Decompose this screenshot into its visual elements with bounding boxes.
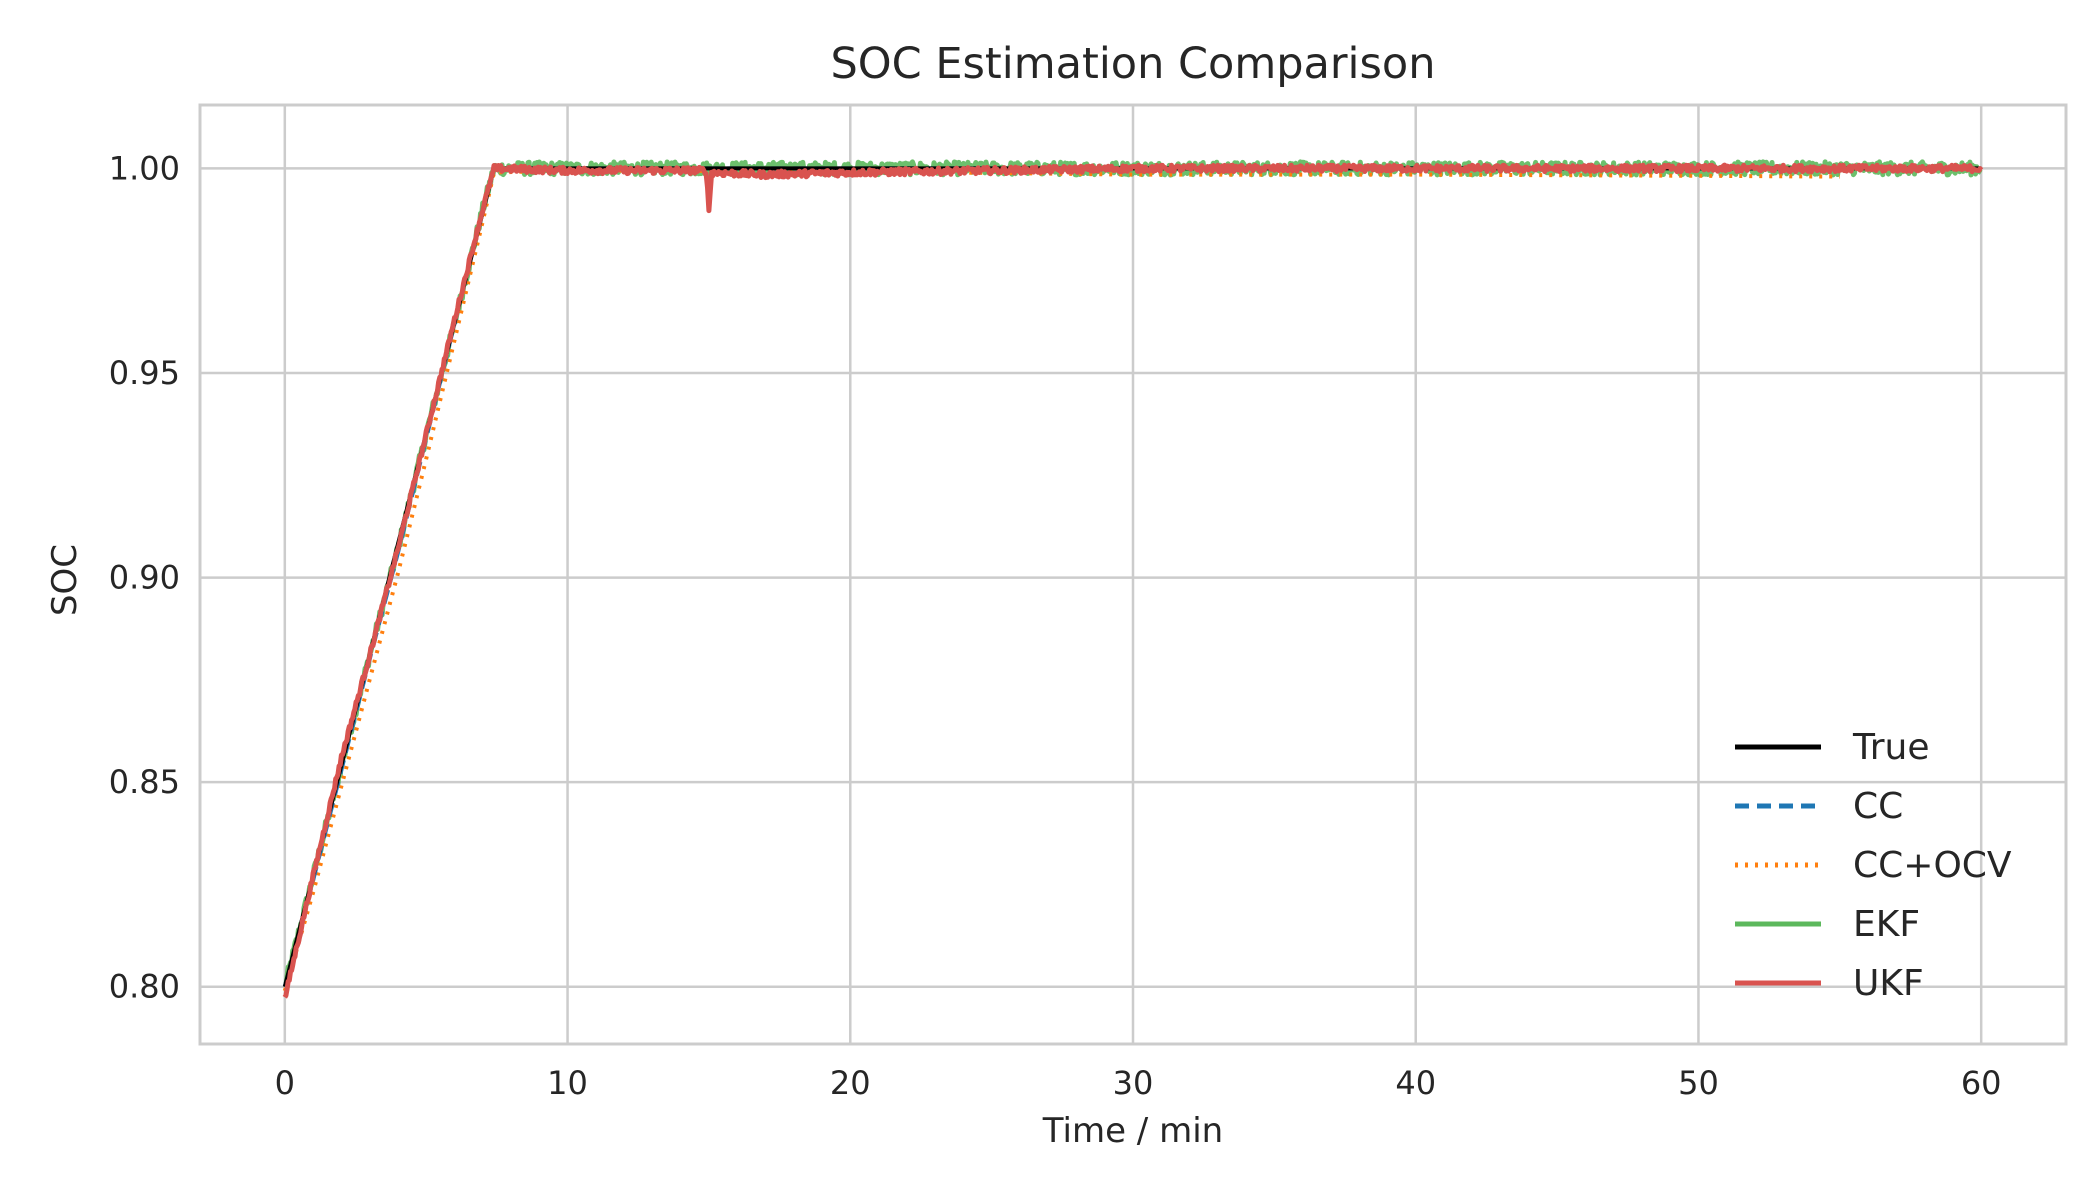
x-axis-label: Time / min bbox=[1042, 1111, 1223, 1151]
x-tick-label: 10 bbox=[547, 1064, 588, 1102]
chart-title: SOC Estimation Comparison bbox=[831, 39, 1436, 89]
y-tick-label: 1.00 bbox=[109, 149, 180, 187]
y-tick-label: 0.95 bbox=[109, 354, 180, 392]
y-tick-label: 0.85 bbox=[109, 763, 180, 801]
legend-label: EKF bbox=[1853, 904, 1920, 945]
series-line-cc-ocv bbox=[282, 168, 1840, 992]
plot-frame bbox=[198, 103, 2068, 1046]
legend-label: CC+OCV bbox=[1853, 845, 2012, 886]
series-line-ukf bbox=[282, 162, 1984, 999]
legend-label: CC bbox=[1853, 786, 1903, 827]
x-tick-label: 50 bbox=[1678, 1064, 1719, 1102]
y-tick-label: 0.90 bbox=[109, 559, 180, 597]
legend-label: UKF bbox=[1853, 963, 1924, 1004]
x-tick-label: 20 bbox=[830, 1064, 871, 1102]
series-lines bbox=[282, 159, 1984, 999]
x-tick-label: 40 bbox=[1395, 1064, 1436, 1102]
x-tick-label: 30 bbox=[1113, 1064, 1154, 1102]
y-tick-label: 0.80 bbox=[109, 968, 180, 1006]
y-axis-label: SOC bbox=[45, 544, 85, 616]
x-tick-label: 0 bbox=[275, 1064, 295, 1102]
x-tick-label: 60 bbox=[1961, 1064, 2002, 1102]
legend: True CC CC+OCV EKF UKF bbox=[1735, 727, 2012, 1004]
legend-label: True bbox=[1852, 727, 1929, 768]
tick-labels: 0 10 20 30 40 50 60 0.80 0.85 0.90 0.95 1.00 bbox=[109, 149, 2002, 1102]
